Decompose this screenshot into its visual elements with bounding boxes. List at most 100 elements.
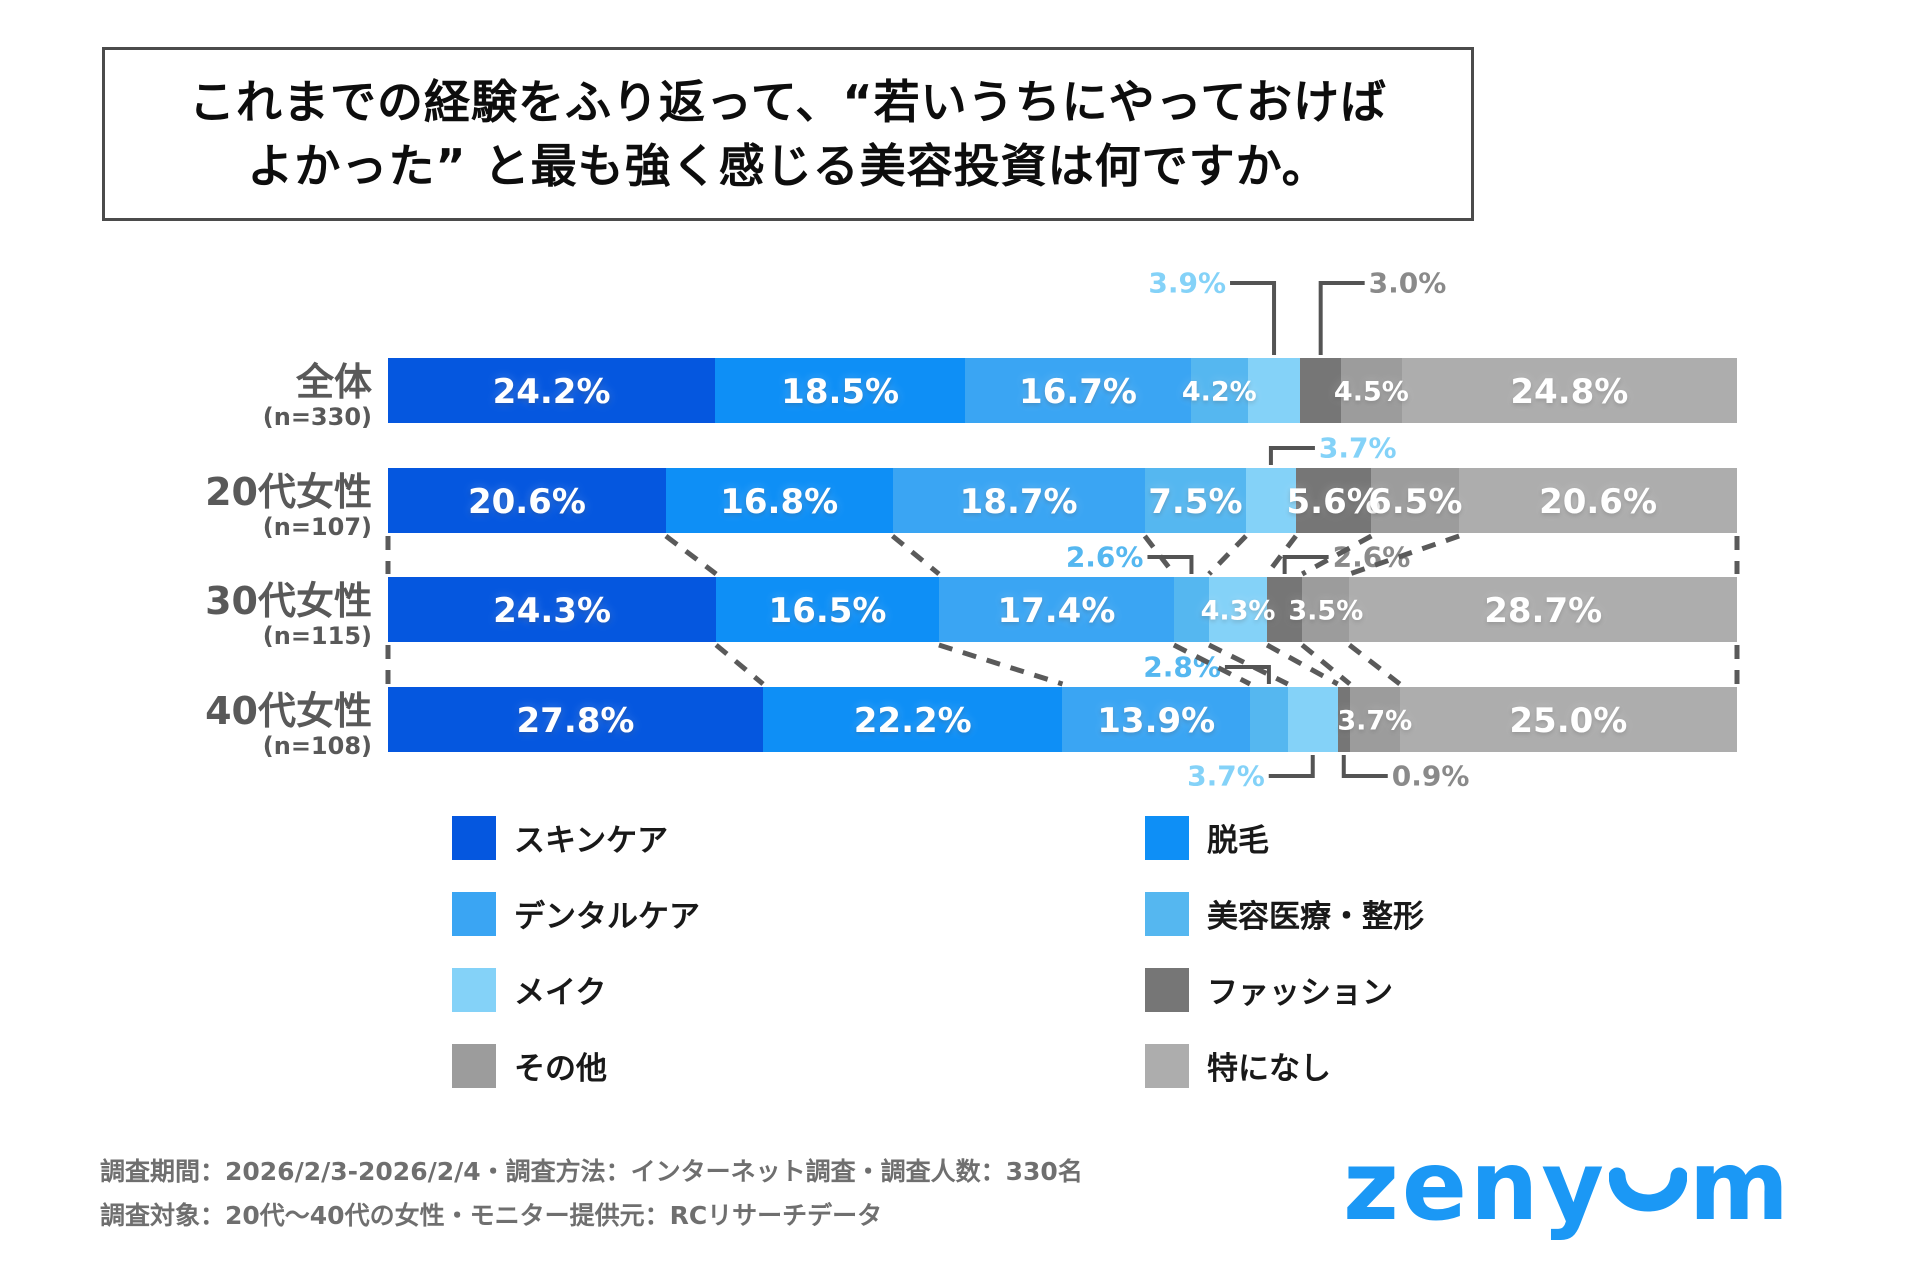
bar-row — [388, 687, 1737, 752]
row-label: 30代女性 (n=115) — [205, 579, 372, 649]
legend-label: 脱毛 — [1207, 823, 1269, 859]
bar-segment-6 — [1349, 687, 1400, 752]
row-n-label: (n=107) — [262, 513, 372, 541]
connector-line — [890, 534, 941, 576]
bar-segment-4 — [1245, 468, 1296, 533]
legend-label: メイク — [514, 975, 607, 1011]
bar-segment-6 — [1302, 577, 1350, 642]
row-label-text: 20代女性 — [205, 470, 372, 514]
legend-item: スキンケア — [452, 815, 668, 860]
row-n-label: (n=115) — [262, 622, 372, 650]
callout-value: 2.6% — [1332, 540, 1411, 574]
connector-line — [1265, 642, 1339, 687]
bar-row — [388, 468, 1737, 533]
bar-segment-value: 4.2% — [1181, 376, 1257, 407]
callout-value: 2.8% — [1143, 650, 1221, 684]
page-title-line-1: これまでの経験をふり返って、“若いうちにやっておけば — [189, 75, 1387, 129]
survey-note-line-1: 調査期間：2026/2/3-2026/2/4・調査方法：インターネット調査・調査… — [100, 1157, 1083, 1186]
legend-label: ファッション — [1207, 975, 1393, 1011]
bar-segment-2 — [1062, 687, 1250, 752]
callout-line — [1341, 755, 1388, 778]
callout-line — [1282, 555, 1329, 574]
callout-line — [1268, 446, 1315, 465]
bar-segment-4 — [1287, 687, 1338, 752]
bar-segment-5 — [1300, 358, 1341, 423]
bar-segment-value: 5.6% — [1286, 481, 1381, 522]
bar-segment-5 — [1267, 577, 1303, 642]
bar-segment-value: 18.7% — [959, 481, 1078, 522]
bar-segment-7 — [1401, 358, 1737, 423]
bar-segment-value: 4.3% — [1200, 595, 1276, 626]
bar-segment-value: 13.9% — [1097, 700, 1216, 741]
callout-line — [1224, 665, 1271, 684]
legend-label: その他 — [514, 1051, 607, 1087]
bar-segment-7 — [1399, 687, 1737, 752]
callout-value: 3.7% — [1187, 759, 1265, 793]
legend-label: スキンケア — [514, 823, 669, 859]
legend-swatch — [1145, 891, 1189, 936]
legend-swatch — [452, 967, 496, 1012]
callout-line — [1318, 281, 1365, 355]
connector-line — [938, 642, 1064, 687]
callout-value: 3.9% — [1148, 266, 1227, 300]
bar-row — [388, 577, 1737, 642]
row-label: 20代女性 (n=107) — [205, 470, 372, 540]
callout-line — [1230, 281, 1277, 355]
legend-label: デンタルケア — [514, 899, 700, 935]
brand-logo: zeny m — [1343, 1130, 1792, 1242]
bar-segment-value: 3.5% — [1288, 595, 1364, 626]
callout-value: 3.7% — [1318, 431, 1397, 465]
bar-segment-0 — [388, 468, 666, 533]
bar-segment-value: 16.5% — [768, 590, 887, 631]
legend-swatch — [1145, 815, 1189, 860]
bar-segment-6 — [1371, 468, 1460, 533]
bar-segment-3 — [1144, 468, 1246, 533]
callout-value: 3.0% — [1368, 266, 1447, 300]
bar-segment-value: 28.7% — [1484, 590, 1603, 631]
bar-segment-value: 4.5% — [1333, 376, 1409, 407]
connector-line — [1207, 534, 1248, 576]
callout-value: 2.6% — [1065, 540, 1144, 574]
legend-label: 特になし — [1207, 1051, 1331, 1087]
legend-swatch — [452, 1043, 496, 1088]
row-n-label: (n=108) — [262, 732, 372, 760]
connector-line — [1347, 643, 1402, 686]
legend-item: その他 — [452, 1043, 607, 1088]
bar-segment-2 — [892, 468, 1145, 533]
bar-segment-5 — [1337, 687, 1350, 752]
bar-segment-value: 17.4% — [997, 590, 1116, 631]
bar-segment-value: 24.8% — [1510, 371, 1629, 412]
bar-segment-7 — [1349, 577, 1737, 642]
bar-segment-value: 6.5% — [1368, 481, 1463, 522]
bar-segment-4 — [1208, 577, 1268, 642]
bar-segment-value: 18.5% — [781, 371, 900, 412]
bar-segment-value: 3.7% — [1337, 705, 1413, 736]
logo-text-trailing: m — [1688, 1130, 1792, 1242]
bar-segment-4 — [1247, 358, 1301, 423]
bar-segment-value: 7.5% — [1148, 481, 1243, 522]
bar-segment-7 — [1459, 468, 1737, 533]
connector-line — [1142, 534, 1176, 576]
legend-swatch — [452, 815, 496, 860]
bar-segment-1 — [716, 577, 939, 642]
page-title-line-2: よかった” と最も強く感じる美容投資は何ですか。 — [247, 139, 1329, 193]
bar-segment-value: 16.7% — [1019, 371, 1138, 412]
bar-segment-0 — [388, 358, 716, 423]
legend-swatch — [1145, 1043, 1189, 1088]
bar-segment-value: 27.8% — [516, 700, 635, 741]
legend-swatch — [1145, 967, 1189, 1012]
smile-u-icon — [1608, 1167, 1687, 1212]
bar-segment-value: 20.6% — [467, 481, 586, 522]
bar-segment-value: 24.3% — [493, 590, 612, 631]
bar-segment-value: 22.2% — [853, 700, 972, 741]
row-label-text: 40代女性 — [205, 689, 372, 733]
bar-row — [388, 358, 1737, 423]
connector-line — [714, 643, 765, 686]
legend-item: 脱毛 — [1145, 815, 1269, 860]
bar-segment-value: 25.0% — [1509, 700, 1628, 741]
title-box: これまでの経験をふり返って、“若いうちにやっておけば よかった” と最も強く感じ… — [102, 47, 1474, 221]
bar-segment-value: 20.6% — [1539, 481, 1658, 522]
legend-item: ファッション — [1145, 967, 1393, 1012]
row-n-label: (n=330) — [262, 403, 372, 431]
connector-line — [664, 534, 718, 576]
